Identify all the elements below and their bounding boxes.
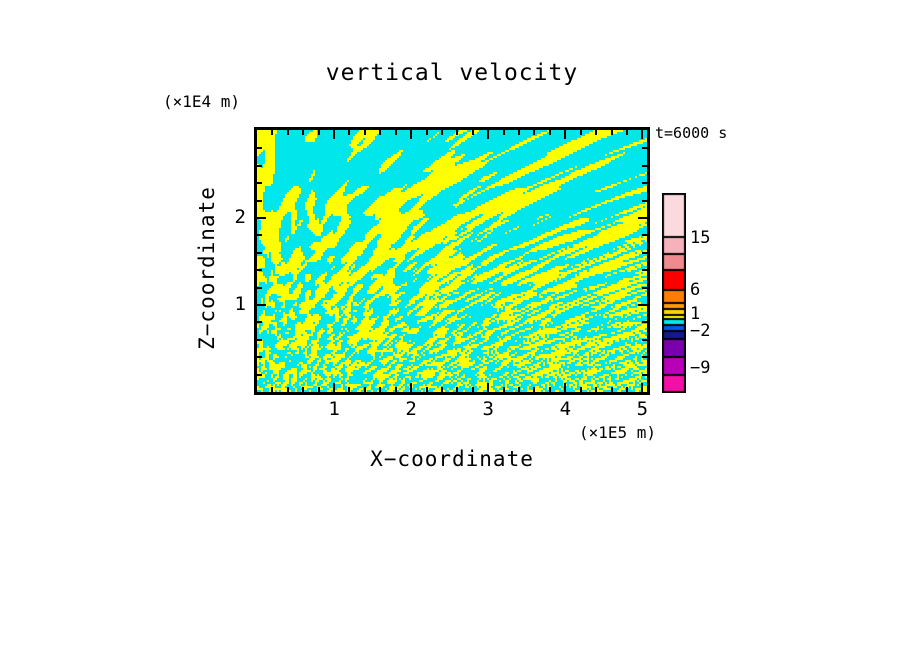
- plot-area: [254, 127, 650, 395]
- colorbar-label: 15: [690, 227, 711, 248]
- x-tick-label: 5: [636, 398, 649, 420]
- x-tick-label: 1: [328, 398, 340, 420]
- z-tick-label: 2: [234, 205, 246, 228]
- x-axis-title: X−coordinate: [370, 447, 534, 471]
- x-tick-label: 3: [482, 398, 494, 420]
- x-tick-label: 4: [559, 398, 572, 420]
- x-tick-label: 2: [405, 398, 417, 420]
- z-tick-label: 1: [234, 292, 246, 315]
- colorbar: [662, 193, 686, 393]
- colorbar-label: 1: [690, 303, 701, 324]
- time-annotation: t=6000 s: [655, 124, 728, 142]
- colorbar-label: −2: [690, 321, 711, 342]
- velocity-field-canvas: [257, 130, 647, 392]
- z-axis-unit-label: (×1E4 m): [163, 92, 241, 111]
- colorbar-label: −9: [690, 358, 711, 379]
- colorbar-label: 6: [690, 280, 701, 301]
- x-axis-unit-label: (×1E5 m): [578, 423, 656, 442]
- plot-title: vertical velocity: [325, 60, 579, 86]
